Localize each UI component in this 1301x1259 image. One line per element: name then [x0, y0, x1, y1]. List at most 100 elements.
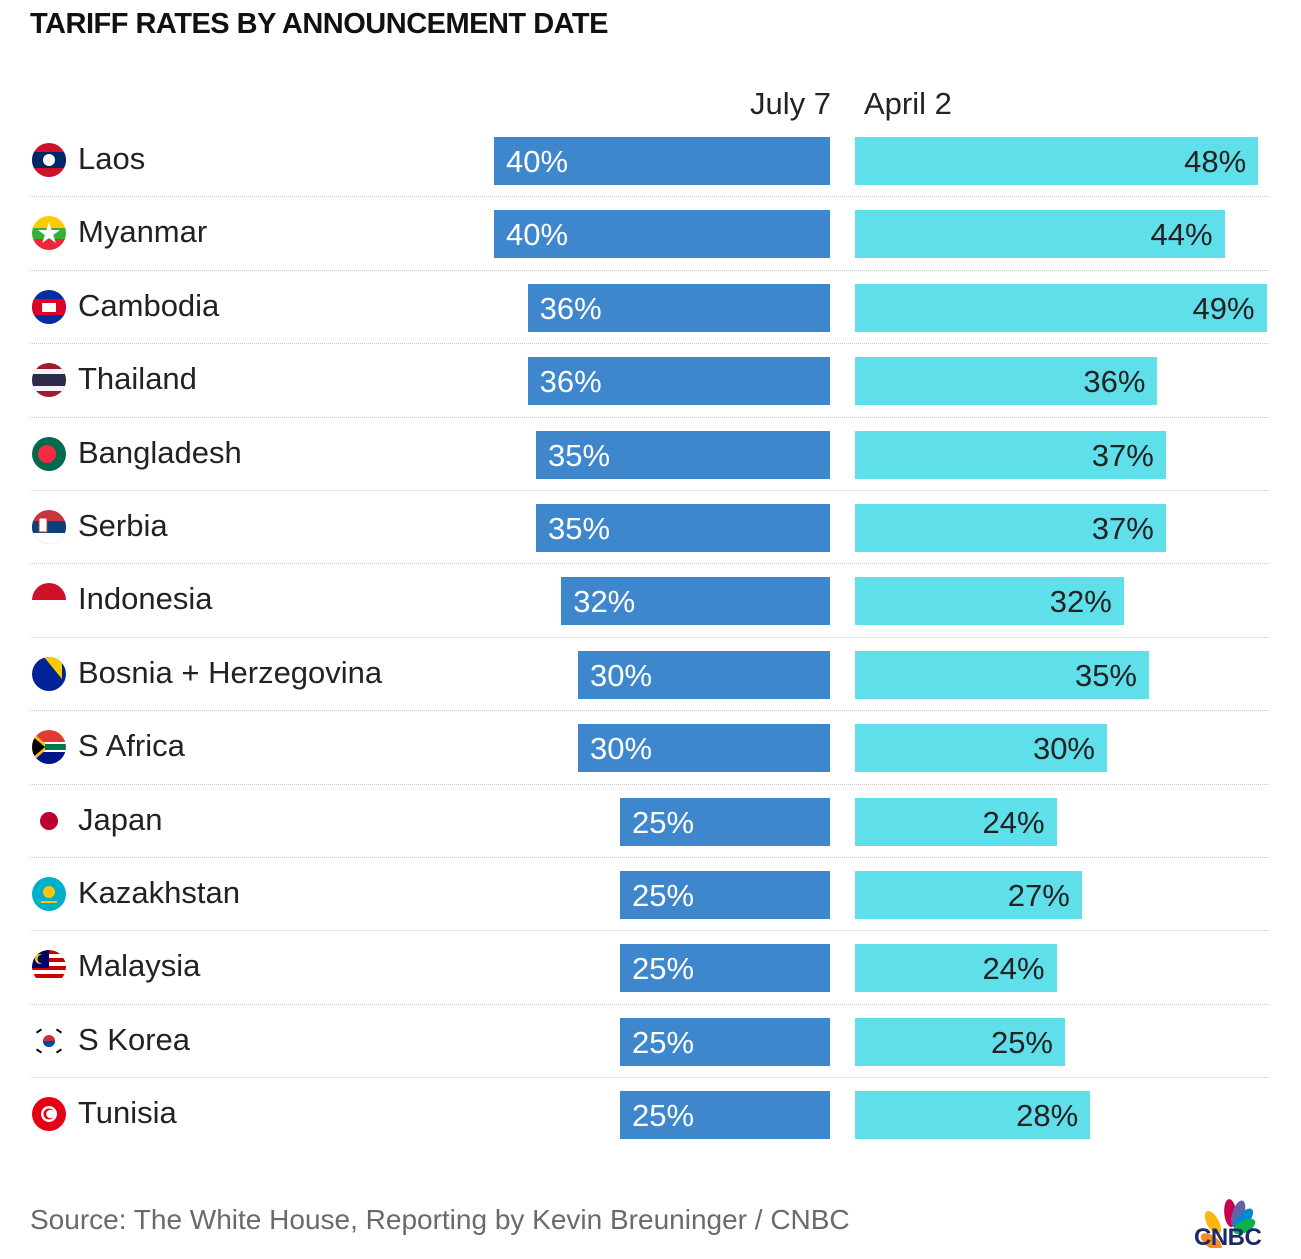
row-laos: Laos 40% 48%	[0, 124, 1301, 198]
chart-title: TARIFF RATES BY ANNOUNCEMENT DATE	[30, 8, 609, 40]
row-divider	[30, 269, 1269, 271]
country-label: Bosnia + Herzegovina	[78, 654, 383, 690]
bar-july-kazakhstan: 25%	[620, 871, 830, 919]
bar-value-label: 24%	[982, 951, 1045, 987]
row-divider	[30, 416, 1269, 418]
bar-july-japan: 25%	[620, 797, 830, 846]
bar-value-label: 32%	[573, 584, 636, 620]
bar-value-label: 25%	[632, 951, 695, 987]
bar-value-label: 25%	[990, 1024, 1053, 1060]
indonesia-flag-icon	[32, 583, 66, 618]
country-label: Laos	[78, 141, 146, 176]
row-divider	[30, 1077, 1269, 1079]
column-header-july: July 7	[750, 86, 831, 121]
bar-april-kazakhstan: 27%	[855, 871, 1082, 919]
bar-july-serbia: 35%	[536, 504, 830, 552]
bar-value-label: 32%	[1049, 584, 1112, 620]
bar-value-label: 25%	[632, 1024, 695, 1060]
bar-value-label: 36%	[1083, 364, 1146, 400]
row-divider	[30, 636, 1269, 638]
bangladesh-flag-icon	[32, 436, 66, 471]
bar-value-label: 24%	[982, 804, 1045, 840]
country-label: Japan	[78, 801, 163, 837]
bar-april-laos: 48%	[855, 137, 1259, 185]
bar-value-label: 35%	[548, 511, 611, 546]
bar-april-myanmar: 44%	[855, 210, 1225, 259]
bar-value-label: 37%	[1091, 511, 1154, 546]
country-label: Cambodia	[78, 287, 220, 323]
bar-april-cambodia: 49%	[855, 283, 1267, 332]
cnbc-logo-text: CNBC	[1194, 1224, 1262, 1251]
kazakhstan-flag-icon	[32, 877, 66, 911]
row-divider	[30, 783, 1269, 785]
japan-flag-icon	[32, 803, 66, 838]
row-divider	[30, 343, 1269, 345]
row-malaysia: Malaysia 25% 24%	[0, 931, 1301, 1005]
bar-value-label: 25%	[632, 878, 695, 913]
row-s-korea: S Korea 25% 25%	[0, 1005, 1301, 1079]
bar-april-japan: 24%	[855, 797, 1057, 846]
country-label: Thailand	[78, 361, 197, 397]
bar-value-label: 40%	[506, 144, 569, 179]
bar-value-label: 36%	[539, 290, 602, 326]
row-divider	[30, 930, 1269, 932]
bar-value-label: 27%	[1007, 878, 1070, 913]
bar-value-label: 40%	[506, 217, 569, 253]
malaysia-flag-icon	[32, 950, 66, 985]
cnbc-peacock-icon	[1200, 1199, 1256, 1248]
bar-april-serbia: 37%	[855, 504, 1166, 552]
bar-value-label: 36%	[539, 364, 602, 400]
country-label: Indonesia	[78, 581, 213, 617]
row-divider	[30, 856, 1269, 858]
row-kazakhstan: Kazakhstan 25% 27%	[0, 858, 1301, 932]
source-note: Source: The White House, Reporting by Ke…	[30, 1204, 850, 1235]
country-label: Kazakhstan	[78, 875, 240, 910]
bar-april-s-korea: 25%	[855, 1017, 1065, 1066]
bar-value-label: 37%	[1091, 437, 1154, 473]
bar-value-label: 25%	[632, 804, 695, 840]
row-divider	[30, 710, 1269, 712]
country-label: Malaysia	[78, 948, 201, 984]
bar-july-bangladesh: 35%	[536, 430, 830, 479]
bar-april-tunisia: 28%	[855, 1091, 1091, 1140]
bar-value-label: 30%	[1032, 731, 1095, 767]
bar-july-indonesia: 32%	[561, 577, 830, 626]
row-s-africa: S Africa 30% 30%	[0, 711, 1301, 785]
country-label: S Korea	[78, 1021, 191, 1057]
bar-july-tunisia: 25%	[620, 1091, 830, 1140]
row-thailand: Thailand 36% 36%	[0, 344, 1301, 418]
country-label: Tunisia	[78, 1095, 177, 1131]
bar-april-bangladesh: 37%	[855, 430, 1166, 479]
bar-april-indonesia: 32%	[855, 577, 1124, 626]
row-cambodia: Cambodia 36% 49%	[0, 271, 1301, 345]
row-divider	[30, 563, 1269, 565]
country-label: Serbia	[78, 508, 168, 543]
bar-july-malaysia: 25%	[620, 944, 830, 993]
bosnia-flag-icon	[32, 656, 66, 691]
bar-april-thailand: 36%	[855, 357, 1158, 406]
bar-value-label: 25%	[632, 1098, 695, 1134]
tunisia-flag-icon	[32, 1097, 66, 1132]
bar-july-myanmar: 40%	[494, 210, 830, 259]
bar-value-label: 28%	[1016, 1098, 1079, 1134]
row-divider	[30, 1003, 1269, 1005]
bar-july-cambodia: 36%	[527, 283, 830, 332]
bar-july-laos: 40%	[494, 137, 830, 185]
bar-value-label: 35%	[1074, 657, 1137, 693]
bar-value-label: 49%	[1192, 290, 1255, 326]
row-tunisia: Tunisia 25% 28%	[0, 1078, 1301, 1151]
bar-april-s-africa: 30%	[855, 724, 1107, 773]
bar-value-label: 35%	[548, 437, 611, 473]
row-divider	[30, 489, 1269, 491]
country-label: S Africa	[78, 728, 185, 764]
bar-july-s-africa: 30%	[578, 724, 830, 773]
row-divider	[30, 196, 1269, 198]
laos-flag-icon	[32, 143, 66, 177]
column-header-april: April 2	[864, 86, 952, 121]
south-korea-flag-icon	[32, 1023, 66, 1058]
row-japan: Japan 25% 24%	[0, 785, 1301, 858]
country-label: Bangladesh	[78, 434, 242, 470]
bar-value-label: 48%	[1184, 144, 1247, 179]
south-africa-flag-icon	[32, 730, 66, 765]
bar-april-malaysia: 24%	[855, 944, 1057, 993]
